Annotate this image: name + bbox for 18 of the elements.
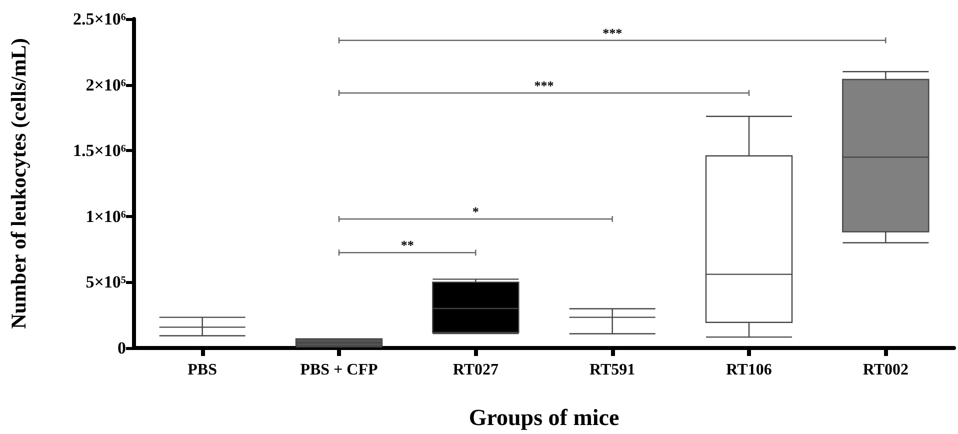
y-tick-label: 2.5×10⁶ xyxy=(72,10,126,28)
annotation: * xyxy=(472,204,479,220)
x-tick-label: PBS xyxy=(188,362,218,378)
x-tick-label: RT002 xyxy=(862,362,909,378)
y-tick-label: 5×10⁵ xyxy=(86,272,126,292)
annotation: *** xyxy=(602,25,622,40)
y-tick-label: 0 xyxy=(118,338,126,358)
annotation: ** xyxy=(400,238,414,253)
y-tick-label: 2×10⁶ xyxy=(86,75,126,94)
y-axis-title: Number of leukocytes (cells/mL) xyxy=(6,38,30,329)
y-tick-label: 1.5×10⁶ xyxy=(72,141,126,160)
x-axis-title: Groups of mice xyxy=(468,405,620,430)
x-tick-label: RT106 xyxy=(726,362,772,378)
x-tick-label: RT027 xyxy=(452,362,499,378)
annotation: *** xyxy=(534,78,554,94)
x-tick-label: RT591 xyxy=(589,362,636,378)
y-tick-label: 1×10⁶ xyxy=(86,206,126,226)
x-tick-label: PBS + CFP xyxy=(300,362,378,378)
